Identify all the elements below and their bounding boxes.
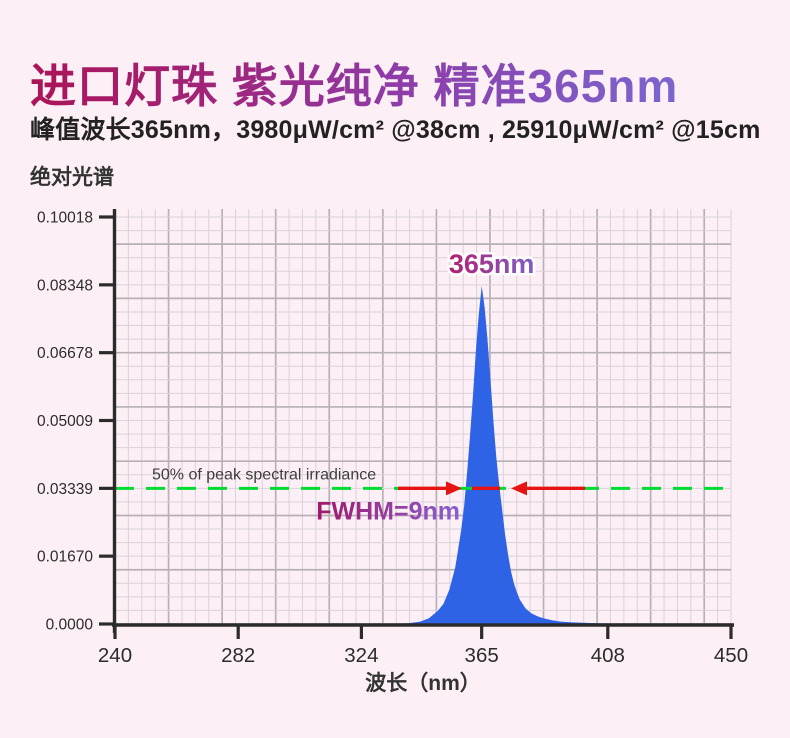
half-max-label: 50% of peak spectral irradiance — [152, 466, 376, 483]
y-axis-ticks: 0.10018 0.08348 0.06678 0.05009 0.03339 0.016… — [37, 210, 113, 634]
svg-text:0.08348: 0.08348 — [37, 277, 93, 294]
x-axis-title: 波长（nm） — [365, 671, 481, 695]
axes — [112, 209, 734, 633]
page-title: 进口灯珠 紫光纯净 精准365nm — [30, 50, 678, 116]
peak-wavelength-label: 365nm — [449, 249, 535, 279]
svg-text:408: 408 — [591, 644, 625, 667]
svg-text:0.01670: 0.01670 — [37, 549, 93, 566]
svg-text:0.03339: 0.03339 — [37, 481, 93, 498]
svg-text:0.10018: 0.10018 — [37, 210, 93, 227]
svg-text:0.06678: 0.06678 — [37, 345, 93, 362]
peak-irradiance-subtitle: 峰值波长365nm，3980μW/cm² @38cm , 25910μW/cm²… — [30, 116, 761, 144]
fwhm-arrows — [398, 481, 585, 496]
svg-text:282: 282 — [221, 644, 255, 667]
svg-text:365: 365 — [465, 644, 499, 667]
spectrum-chart: 50% of peak spectral irradiance FWHM=9nm 3… — [37, 209, 748, 695]
svg-text:450: 450 — [714, 644, 748, 667]
x-axis-ticks: 240 282 324 365 408 450 — [98, 626, 748, 667]
svg-text:240: 240 — [98, 644, 132, 667]
svg-text:324: 324 — [344, 644, 378, 667]
grid — [114, 209, 732, 625]
fwhm-label: FWHM=9nm — [316, 497, 460, 525]
svg-text:0.0000: 0.0000 — [46, 617, 94, 634]
svg-text:0.05009: 0.05009 — [37, 413, 93, 430]
chart-section-label: 绝对光谱 — [30, 166, 114, 189]
